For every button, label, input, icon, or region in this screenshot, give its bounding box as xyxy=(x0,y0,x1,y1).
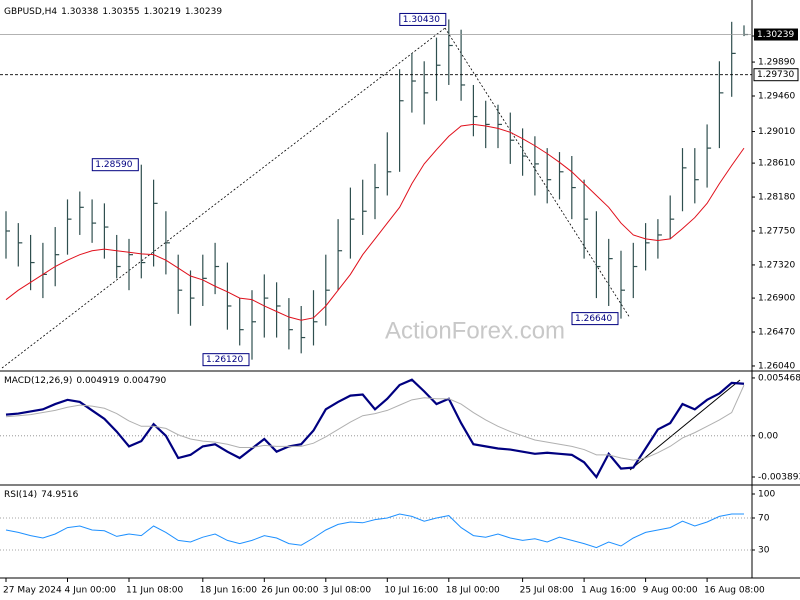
x-tick-label: 10 Jul 16:00 xyxy=(384,586,438,596)
current-price-label: 1.30239 xyxy=(757,30,794,40)
header-value: 1.30219 xyxy=(144,7,181,17)
x-tick-label: 3 Jul 08:00 xyxy=(323,586,372,596)
y-tick-label: 1.27750 xyxy=(758,226,795,236)
indicator-name: MACD(12,26,9) xyxy=(4,376,72,386)
trend-line xyxy=(444,27,631,319)
annotation-box xyxy=(571,312,619,326)
y-tick-label: 1.28180 xyxy=(758,193,795,203)
indicator-title: RSI(14) 74.9516 xyxy=(4,490,79,500)
x-tick-label: 4 Jun 00:00 xyxy=(65,586,117,596)
trend-line xyxy=(1,27,446,369)
header-value: 1.30239 xyxy=(185,7,222,17)
y-tick-label: 1.26470 xyxy=(758,328,795,338)
chart-header: GBPUSD,H4 1.30338 1.30355 1.30219 1.30239 xyxy=(4,7,222,17)
symbol: GBPUSD,H4 xyxy=(4,7,57,17)
x-tick-label: 1 Aug 16:00 xyxy=(581,586,636,596)
indicator-value: 74.9516 xyxy=(41,490,78,500)
indicator-value: 0.004919 xyxy=(76,376,119,386)
current-price-box xyxy=(754,28,798,41)
annotation-label: 1.30430 xyxy=(403,15,440,25)
moving-average xyxy=(5,123,745,321)
header-value: 1.30355 xyxy=(102,7,139,17)
y-tick-label: 1.29890 xyxy=(758,58,795,68)
y-tick-label: 70 xyxy=(758,514,770,524)
indicator-line xyxy=(5,378,745,480)
level-label: 1.29730 xyxy=(757,70,794,80)
y-tick-label: 1.27320 xyxy=(758,260,795,270)
x-tick-label: 18 Jun 16:00 xyxy=(200,586,257,596)
header-value: 1.30338 xyxy=(61,7,98,17)
y-tick-label: 0.005468 xyxy=(758,373,800,383)
y-tick-label: 1.29460 xyxy=(758,92,795,102)
trend-line xyxy=(629,379,741,471)
y-tick-label: 30 xyxy=(758,546,770,556)
y-tick-label: 1.26900 xyxy=(758,294,795,304)
watermark: ActionForex.com xyxy=(385,317,565,344)
annotation-box xyxy=(202,353,250,367)
x-tick-label: 18 Jul 00:00 xyxy=(446,586,500,596)
y-tick-label: -0.003893 xyxy=(758,472,800,482)
annotation-label: 1.28590 xyxy=(95,160,132,170)
annotation-box xyxy=(399,12,447,26)
y-tick-label: 100 xyxy=(758,490,775,500)
y-tick-label: 0.00 xyxy=(758,431,778,441)
y-tick-label: 1.26040 xyxy=(758,361,795,371)
indicator-value: 0.004790 xyxy=(123,376,166,386)
annotation-box xyxy=(91,158,139,172)
x-tick-label: 11 Jun 08:00 xyxy=(126,586,183,596)
x-tick-label: 9 Aug 00:00 xyxy=(643,586,698,596)
indicator-name: RSI(14) xyxy=(4,490,37,500)
annotation-label: 1.26120 xyxy=(206,355,243,365)
indicator-line xyxy=(5,384,745,461)
x-tick-label: 16 Aug 08:00 xyxy=(704,586,765,596)
x-tick-label: 26 Jun 00:00 xyxy=(261,586,318,596)
indicator-title: MACD(12,26,9) 0.004919 0.004790 xyxy=(4,376,167,386)
annotation-label: 1.26640 xyxy=(575,314,612,324)
x-tick-label: 25 Jul 08:00 xyxy=(520,586,574,596)
y-tick-label: 1.28610 xyxy=(758,159,795,169)
y-tick-label: 1.29010 xyxy=(758,127,795,137)
x-tick-label: 27 May 2024 xyxy=(3,586,62,596)
indicator-line xyxy=(5,513,745,549)
level-box xyxy=(753,68,799,82)
